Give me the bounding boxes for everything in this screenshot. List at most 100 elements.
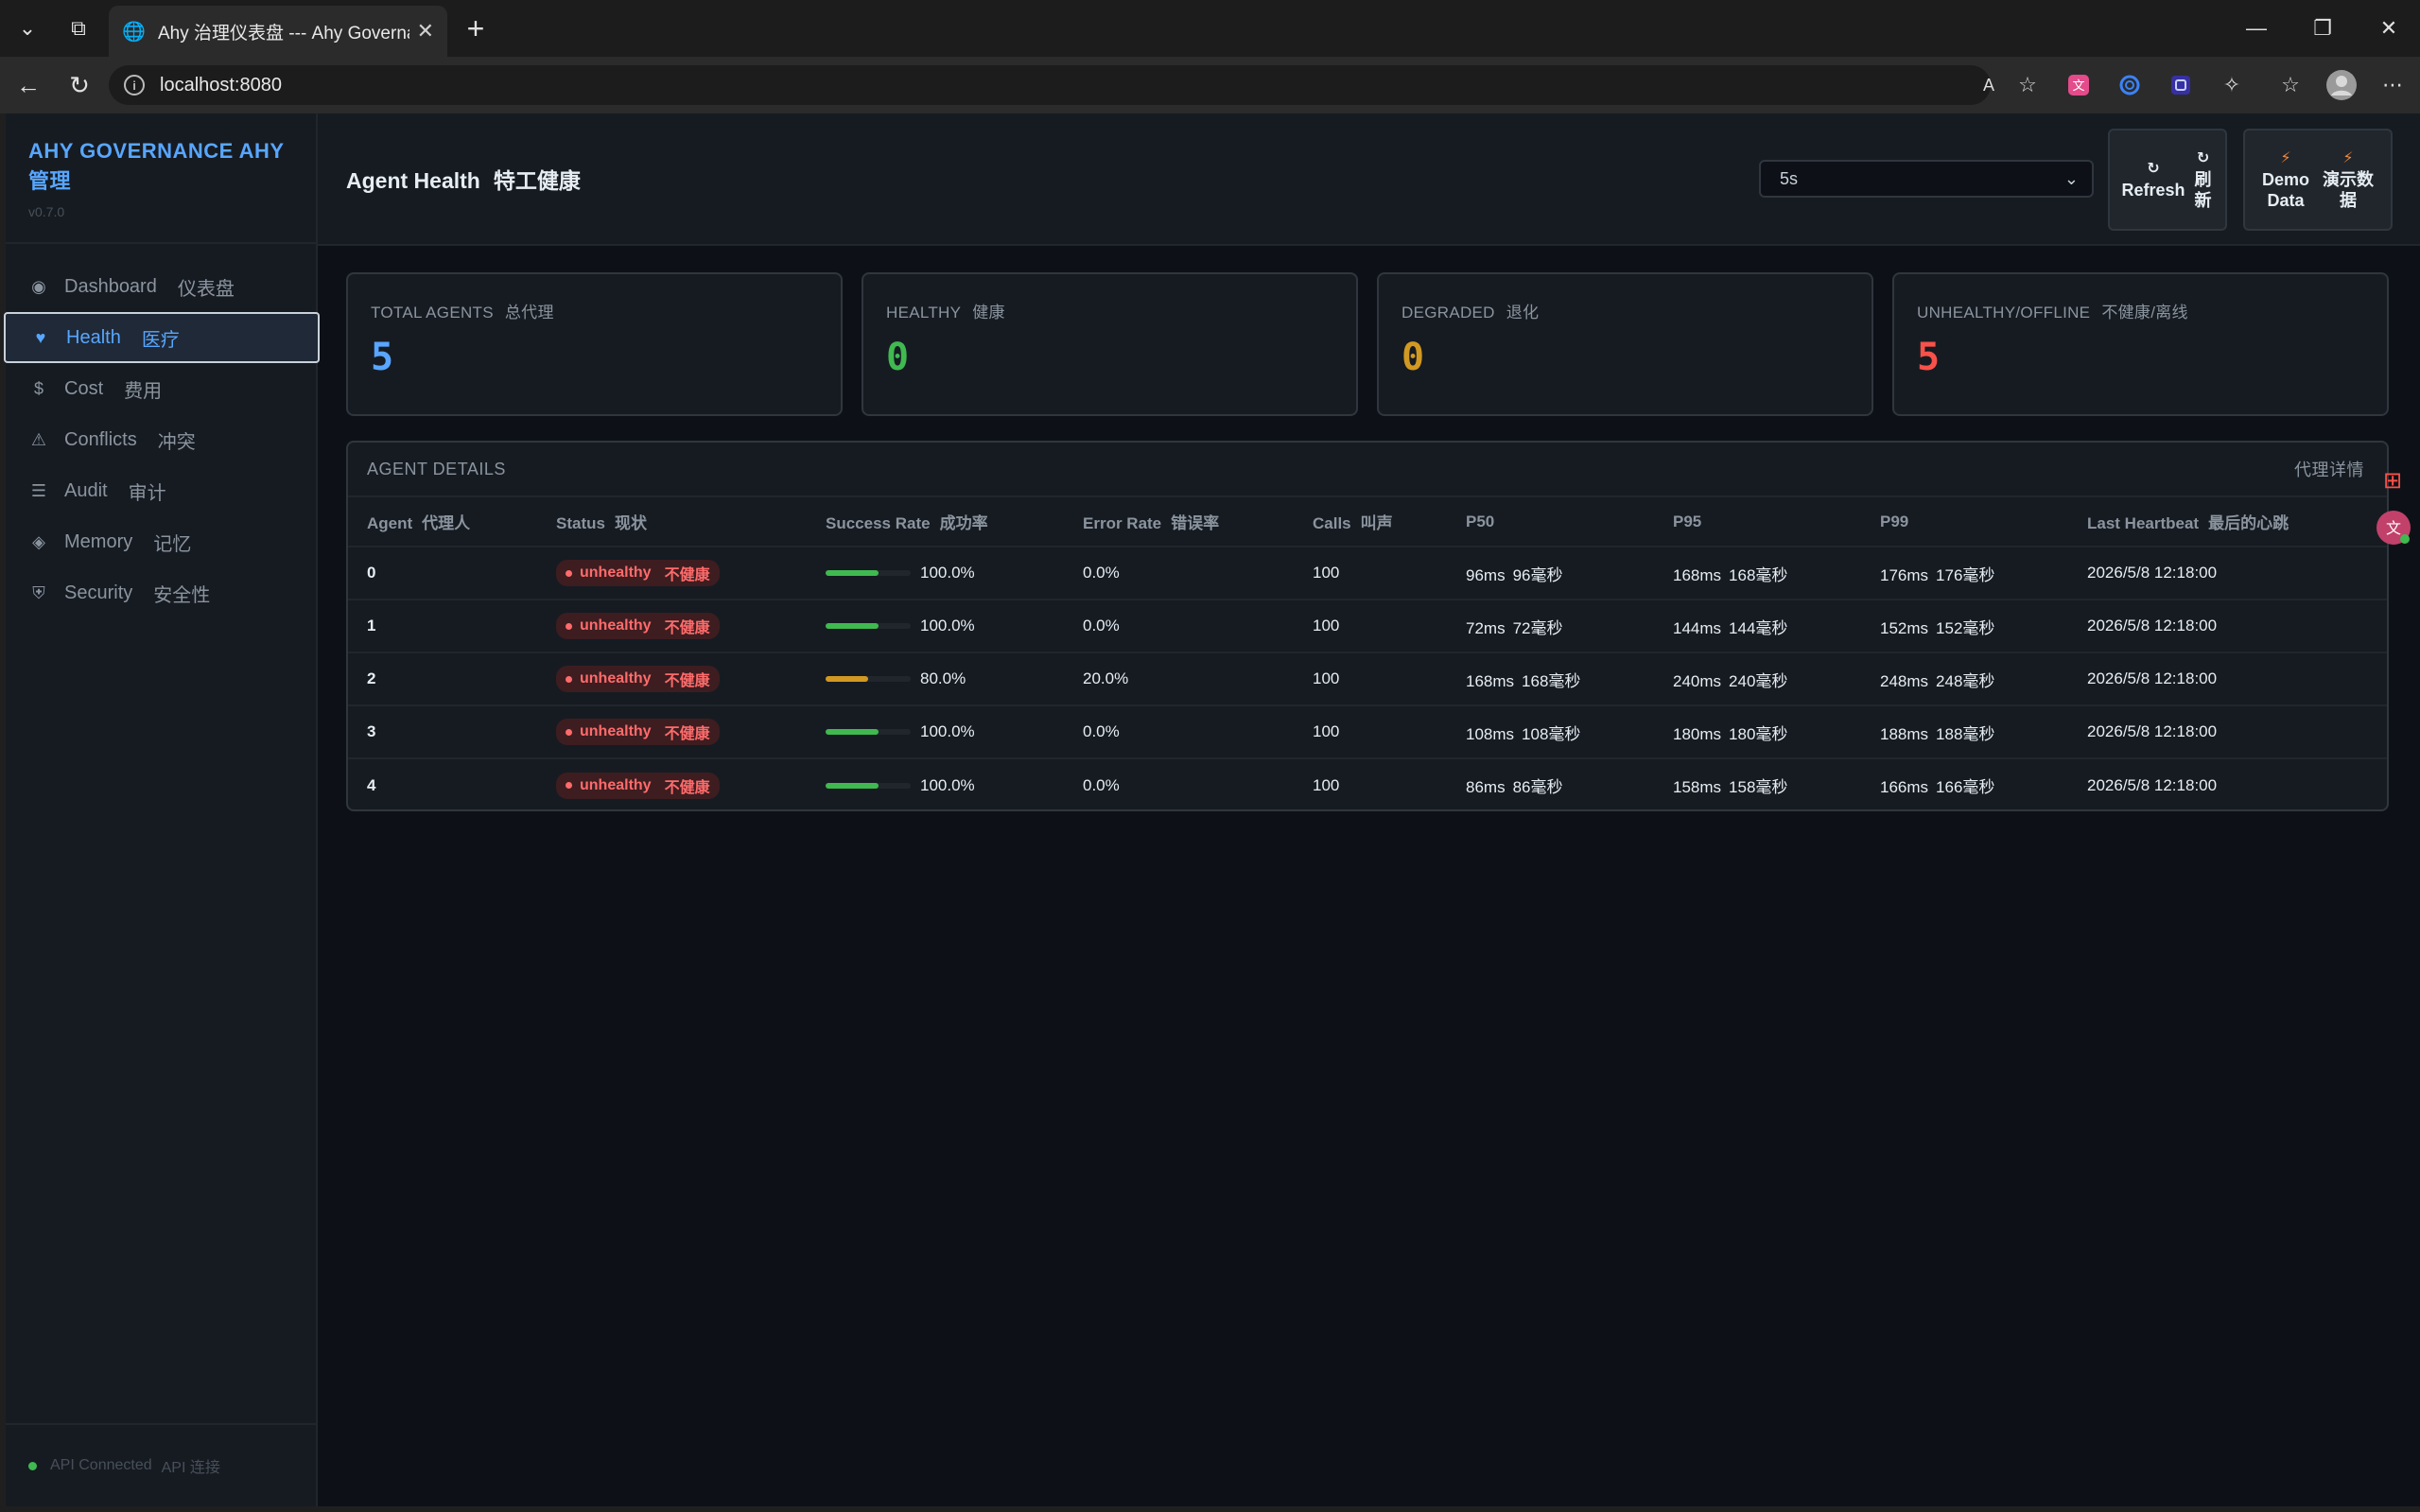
table-row[interactable]: 4 unhealthy 不健康 100.0% 0.0% 100 86ms 86毫秒 158ms 1… bbox=[348, 758, 2387, 809]
error-rate: 0.0% bbox=[1064, 600, 1294, 653]
stat-value-unhealthy: 5 bbox=[1917, 336, 1941, 379]
apps-grid-icon[interactable]: ⊞ bbox=[2382, 467, 2403, 494]
stat-label-zh: 健康 bbox=[972, 304, 1005, 322]
sidebar-item-memory[interactable]: ◈ Memory 记忆 bbox=[6, 516, 316, 567]
status-cell: unhealthy 不健康 bbox=[537, 705, 807, 759]
status-label: unhealthy bbox=[580, 670, 652, 686]
status-dot-icon bbox=[566, 675, 572, 683]
p50: 86ms 86毫秒 bbox=[1447, 758, 1654, 809]
col-header-p50[interactable]: P50 bbox=[1447, 497, 1654, 547]
refresh-label-zh: 刷新 bbox=[2194, 170, 2212, 210]
restore-icon[interactable]: ❐ bbox=[2313, 16, 2332, 40]
col-header-calls[interactable]: Calls 叫声 bbox=[1294, 497, 1447, 547]
col-label: P50 bbox=[1466, 512, 1495, 530]
extensions-puzzle-icon[interactable]: ✧ bbox=[2222, 73, 2241, 96]
svg-text:文: 文 bbox=[2072, 79, 2084, 94]
read-aloud-icon[interactable]: A bbox=[1982, 75, 1994, 95]
col-header-last-heartbeat[interactable]: Last Heartbeat 最后的心跳 bbox=[2068, 497, 2387, 547]
p99-value: 152ms bbox=[1880, 618, 1929, 637]
success-bar bbox=[826, 570, 911, 576]
extension-spiral-icon[interactable] bbox=[2115, 70, 2145, 100]
p99-value: 188ms bbox=[1880, 724, 1929, 743]
floating-translate-icon[interactable]: 文 bbox=[2375, 509, 2412, 547]
sidebar-item-health[interactable]: ♥ Health 医疗 bbox=[4, 312, 320, 363]
success-rate: 100.0% bbox=[826, 776, 1064, 795]
more-menu-icon[interactable]: ⋯ bbox=[2382, 73, 2403, 96]
sidebar-item-label: Security bbox=[64, 582, 133, 603]
sidebar-item-conflicts[interactable]: ⚠ Conflicts 冲突 bbox=[6, 414, 316, 465]
stat-value-healthy: 0 bbox=[886, 336, 910, 379]
browser-tab[interactable]: 🌐 Ahy 治理仪表盘 --- Ahy Governance ✕ bbox=[109, 6, 447, 57]
refresh-interval-select[interactable]: 5s ⌄ bbox=[1759, 160, 2094, 198]
table-row[interactable]: 0 unhealthy 不健康 100.0% 0.0% 100 96ms 96毫秒 168ms 1… bbox=[348, 547, 2387, 600]
agent-id: 1 bbox=[348, 600, 537, 653]
p50-value: 72ms bbox=[1466, 618, 1506, 637]
tab-list-chevron-icon[interactable]: ⌄ bbox=[18, 16, 37, 40]
extension-translate-icon[interactable]: 文 bbox=[2063, 70, 2094, 100]
status-dot-icon bbox=[566, 622, 572, 630]
demo-label-zh: 演示数据 bbox=[2323, 170, 2374, 210]
p50-value: 86ms bbox=[1466, 778, 1506, 796]
error-rate: 0.0% bbox=[1064, 547, 1294, 600]
p50-value-zh: 96毫秒 bbox=[1512, 565, 1563, 584]
sidebar-item-dashboard[interactable]: ◉ Dashboard 仪表盘 bbox=[6, 261, 316, 312]
favorites-icon[interactable]: ☆ bbox=[2281, 73, 2300, 96]
status-cell: unhealthy 不健康 bbox=[537, 652, 807, 706]
col-header-error-rate[interactable]: Error Rate 错误率 bbox=[1064, 497, 1294, 547]
sidebar-item-label-zh: 仪表盘 bbox=[177, 278, 235, 300]
col-header-agent[interactable]: Agent 代理人 bbox=[348, 497, 537, 547]
svg-text:文: 文 bbox=[2386, 519, 2401, 537]
workspaces-icon[interactable]: ⧉ bbox=[71, 16, 86, 40]
dollar-icon: $ bbox=[33, 378, 44, 398]
sidebar-item-label-zh: 安全性 bbox=[153, 584, 211, 606]
close-tab-icon[interactable]: ✕ bbox=[416, 19, 434, 43]
demo-data-button[interactable]: ⚡ Demo Data ⚡ 演示数据 bbox=[2243, 129, 2393, 231]
calls: 100 bbox=[1294, 547, 1447, 600]
main-content: Agent Health 特工健康 5s ⌄ ↻ Refresh ↻ 刷新 bbox=[318, 113, 2420, 1506]
calls: 100 bbox=[1313, 775, 1340, 794]
last-heartbeat: 2026/5/8 12:18:00 bbox=[2068, 600, 2387, 653]
table-row[interactable]: 3 unhealthy 不健康 100.0% 0.0% 100 108ms 108毫秒 180m… bbox=[348, 705, 2387, 759]
reload-icon[interactable]: ↻ bbox=[69, 70, 90, 99]
back-icon[interactable]: ← bbox=[16, 70, 41, 99]
new-tab-button[interactable]: + bbox=[466, 10, 485, 45]
agent-id: 4 bbox=[367, 775, 376, 794]
interval-value: 5s bbox=[1780, 168, 1799, 188]
minimize-icon[interactable]: — bbox=[2246, 16, 2267, 40]
sidebar-item-audit[interactable]: ☰ Audit 审计 bbox=[6, 465, 316, 516]
address-bar[interactable]: i localhost:8080 bbox=[109, 65, 1991, 105]
col-header-success-rate[interactable]: Success Rate 成功率 bbox=[807, 497, 1064, 547]
panel-title: AGENT DETAILS bbox=[367, 459, 506, 478]
p50-value: 168ms bbox=[1466, 671, 1515, 690]
table-row[interactable]: 1 unhealthy 不健康 100.0% 0.0% 100 72ms 72毫秒 144ms 1… bbox=[348, 600, 2387, 653]
extension-square-icon[interactable] bbox=[2166, 70, 2196, 100]
refresh-button[interactable]: ↻ Refresh ↻ 刷新 bbox=[2108, 129, 2227, 231]
sidebar-item-security[interactable]: ⛨ Security 安全性 bbox=[6, 567, 316, 618]
app: AHY GOVERNANCE AHY 管理 v0.7.0 ◉ Dashboard… bbox=[4, 113, 2420, 1506]
p99: 152ms 152毫秒 bbox=[1861, 600, 2068, 653]
success-bar-fill bbox=[826, 676, 868, 682]
stat-label-zh: 退化 bbox=[1506, 304, 1540, 322]
profile-avatar-icon[interactable] bbox=[2326, 70, 2357, 100]
col-header-status[interactable]: Status 现状 bbox=[537, 497, 807, 547]
col-header-p95[interactable]: P95 bbox=[1654, 497, 1861, 547]
col-header-p99[interactable]: P99 bbox=[1861, 497, 2068, 547]
api-status-label-zh: API 连接 bbox=[161, 1460, 220, 1476]
last-heartbeat: 2026/5/8 12:18:00 bbox=[2087, 775, 2218, 794]
status-badge: unhealthy 不健康 bbox=[556, 560, 720, 586]
favorite-star-icon[interactable]: ☆ bbox=[2018, 73, 2037, 96]
success-bar-fill bbox=[826, 729, 879, 735]
site-info-icon[interactable]: i bbox=[124, 75, 145, 96]
success-bar bbox=[826, 729, 911, 735]
tab-title: Ahy 治理仪表盘 --- Ahy Governance bbox=[158, 23, 409, 43]
status-badge: unhealthy 不健康 bbox=[556, 666, 720, 692]
status-cell: unhealthy 不健康 bbox=[537, 600, 807, 653]
success-rate: 80.0% bbox=[826, 669, 1064, 688]
p99-value: 166ms bbox=[1880, 778, 1929, 796]
sidebar-item-cost[interactable]: $ Cost 费用 bbox=[6, 363, 316, 414]
p50-value-zh: 168毫秒 bbox=[1522, 671, 1581, 690]
p95-value-zh: 168毫秒 bbox=[1729, 565, 1788, 584]
table-row[interactable]: 2 unhealthy 不健康 80.0% 20.0% 100 168ms 168毫秒 240m… bbox=[348, 652, 2387, 706]
close-window-icon[interactable]: ✕ bbox=[2379, 16, 2398, 40]
